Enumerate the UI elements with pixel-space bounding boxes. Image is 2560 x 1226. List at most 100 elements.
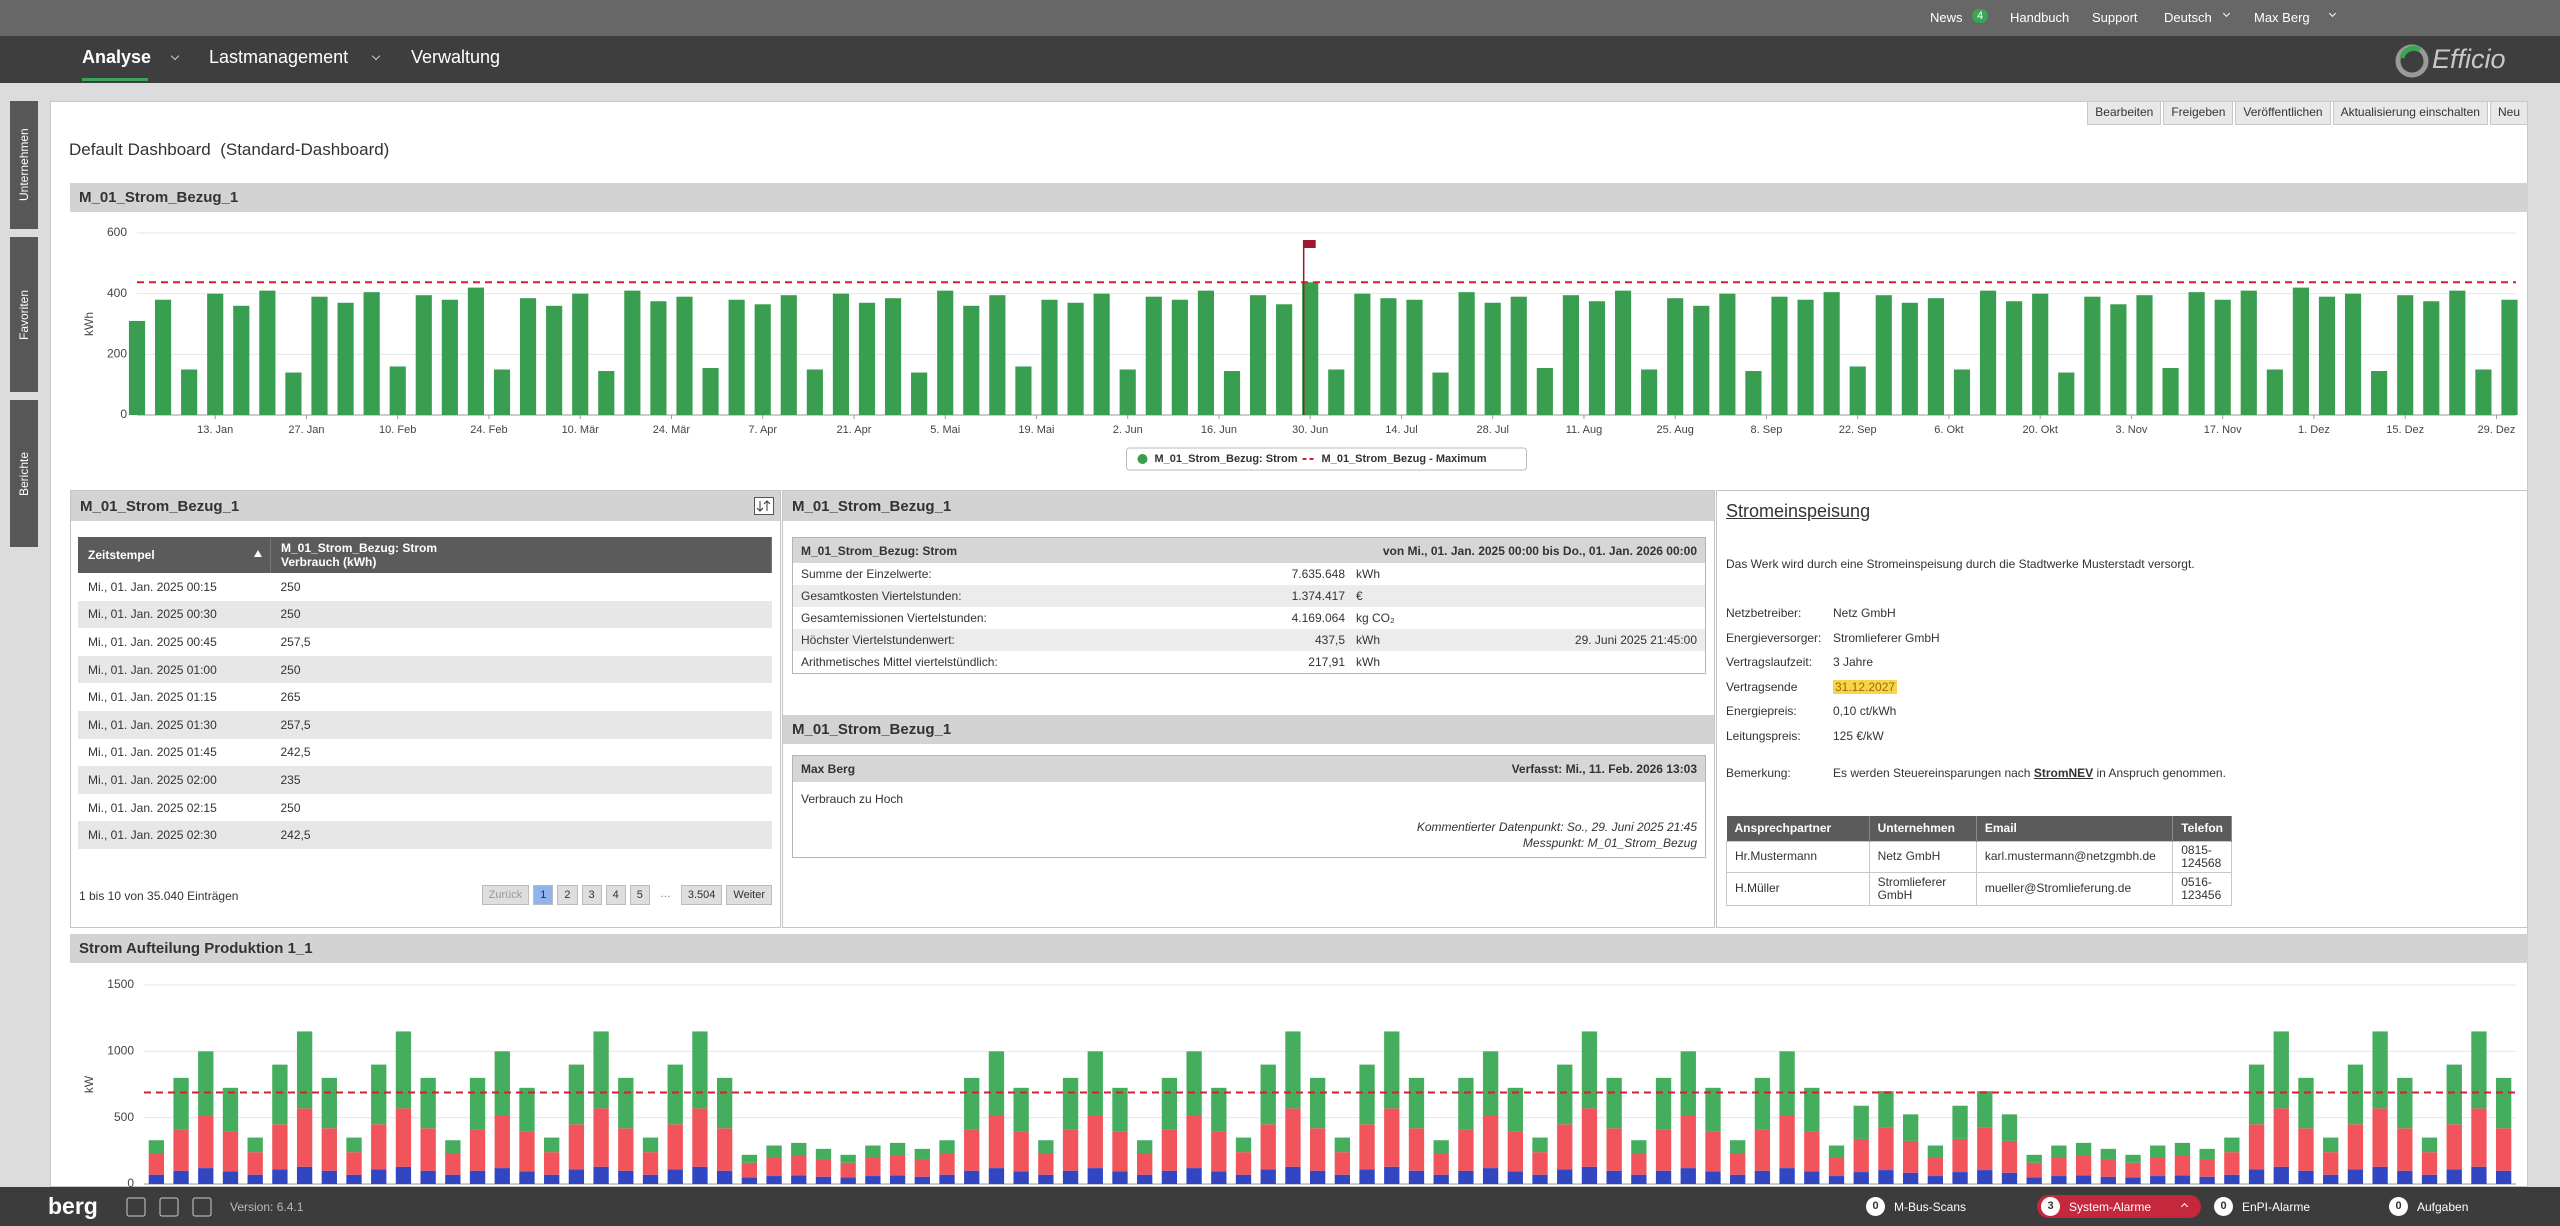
stats-unit: € <box>1356 589 1363 603</box>
toolbar-button[interactable]: Neu <box>2489 101 2528 125</box>
bar <box>1408 1077 1425 1129</box>
bar <box>1161 1077 1178 1130</box>
bar <box>1507 1131 1523 1172</box>
legend-label: M_01_Strom_Bezug - Maximum <box>1322 453 1487 465</box>
toolbar-button[interactable]: Aktualisierung einschalten <box>2332 101 2488 125</box>
badge-label[interactable]: Aufgaben <box>2417 1200 2469 1214</box>
bar <box>2150 1145 2166 1158</box>
bar <box>1631 1174 1647 1184</box>
bar <box>441 299 458 415</box>
bar <box>2446 1064 2462 1125</box>
sidebar-tab[interactable]: Berichte <box>10 400 38 547</box>
page-button[interactable]: 1 <box>533 885 554 905</box>
badge-label[interactable]: System-Alarme <box>2069 1200 2152 1214</box>
table-cell: 0516-123456 <box>2172 871 2232 906</box>
table-cell: 235 <box>280 772 301 787</box>
sidebar-tab[interactable]: Favoriten <box>10 237 38 392</box>
page-button[interactable]: 3 <box>581 885 602 905</box>
bar <box>1581 1031 1598 1109</box>
table-cell: 242,5 <box>280 745 311 760</box>
bar <box>806 369 823 415</box>
bar <box>1655 1170 1672 1184</box>
contacts-table: Ansprechpartner Unternehmen Email Telefon Hr… <box>1726 816 2232 906</box>
badge-count[interactable]: 0 <box>2214 1197 2233 1216</box>
social-icons[interactable] <box>126 1197 216 1217</box>
nav-link[interactable]: Lastmanagement <box>209 47 349 67</box>
icon-video[interactable] <box>192 1197 212 1217</box>
stats-label: Höchster Viertelstundenwert: <box>801 633 955 647</box>
field-label: Energieversorger: <box>1726 630 1822 645</box>
page-button[interactable]: Zurück <box>481 885 530 905</box>
top-link[interactable]: Support <box>2092 10 2138 25</box>
nav-link[interactable]: Verwaltung <box>411 47 501 67</box>
badge-count[interactable]: 0 <box>1866 1197 1885 1216</box>
comment-datapoint: Kommentierter Datenpunkt: So., 29. Juni … <box>1416 820 1697 834</box>
y-axis-label: kWh <box>82 312 96 336</box>
bar <box>832 293 850 415</box>
export-button[interactable] <box>754 497 774 515</box>
bar <box>618 1170 634 1184</box>
column-header[interactable]: Zeitstempel <box>78 537 271 573</box>
badge-count[interactable]: 0 <box>2389 1197 2408 1216</box>
bar <box>469 1170 486 1184</box>
page-button[interactable]: 3.504 <box>680 885 723 905</box>
bar <box>1359 1064 1375 1125</box>
bar <box>1309 1077 1326 1129</box>
bar <box>624 290 641 415</box>
y-tick-label: 1500 <box>107 977 134 991</box>
bar <box>2240 290 2257 415</box>
stats-value: 7.635.648 <box>1291 567 1345 581</box>
bar <box>963 305 980 415</box>
badge-count[interactable]: 3 <box>2041 1197 2060 1216</box>
toolbar-button[interactable]: Veröffentlichen <box>2235 101 2331 125</box>
top-link[interactable]: Handbuch <box>2010 10 2070 25</box>
column-header[interactable]: M_01_Strom_Bezug: Strom Verbrauch (kWh) <box>270 537 772 573</box>
toolbar-button[interactable]: Bearbeiten <box>2087 101 2162 125</box>
field-label: Vertragslaufzeit: <box>1726 655 1813 669</box>
bar <box>1484 302 1501 415</box>
remark-link[interactable]: StromNEV <box>2033 766 2094 780</box>
bar <box>964 1170 980 1184</box>
page-button[interactable]: 2 <box>557 885 578 905</box>
table-cell: Mi., 01. Jan. 2025 01:00 <box>88 662 217 677</box>
stats-value: 437,5 <box>1314 633 1345 647</box>
bar <box>363 292 380 415</box>
chart: 0 200 400 600 kWh 13. Jan 27. Jan 10. Feb 24. Fe… <box>82 225 2518 471</box>
page-button[interactable]: 4 <box>605 885 626 905</box>
icon-linkedin[interactable] <box>126 1197 146 1217</box>
news-badge: 4 <box>1972 9 1989 23</box>
bar <box>181 369 198 415</box>
sidebar-tab[interactable]: Unternehmen <box>10 101 38 229</box>
field-value: Stromlieferer GmbH <box>1833 630 1940 645</box>
data-table: Zeitstempel M_01_Strom_Bezug: Strom Verbra… <box>78 537 772 849</box>
top-link[interactable]: Deutsch <box>2164 10 2212 25</box>
stats-row: Gesamtemissionen Viertelstunden: 4.169.06… <box>793 607 1705 629</box>
page-button[interactable]: 5 <box>629 885 650 905</box>
bar <box>2125 1154 2141 1163</box>
table-row: Mi., 01. Jan. 2025 00:45 257,5 <box>78 628 772 656</box>
bar <box>395 1031 412 1109</box>
bar <box>1380 298 1397 415</box>
bar <box>222 1087 239 1132</box>
icon-youtube[interactable] <box>159 1197 179 1217</box>
bar <box>988 1115 1005 1169</box>
bar <box>1458 1077 1474 1130</box>
bar <box>914 1176 930 1184</box>
chevron <box>2222 9 2231 18</box>
badge-label[interactable]: EnPI-Alarme <box>2242 1200 2311 1214</box>
bar <box>1038 1153 1054 1175</box>
x-tick-label: 27. Jan <box>288 424 324 436</box>
bar <box>1507 1087 1523 1132</box>
bar <box>2100 1159 2116 1177</box>
badge-label[interactable]: M-Bus-Scans <box>1894 1200 1967 1214</box>
bar <box>346 1152 362 1175</box>
nav-link[interactable]: Analyse <box>82 47 152 67</box>
table-cell: karl.mustermann@netzgmbh.de <box>1975 840 2174 873</box>
news-link[interactable]: News <box>1930 10 1963 25</box>
bar <box>1797 299 1814 415</box>
page-button[interactable]: Weiter <box>726 885 772 905</box>
bar <box>1536 367 1553 415</box>
top-link[interactable]: Max Berg <box>2254 10 2310 25</box>
table-cell: 250 <box>280 800 301 815</box>
toolbar-button[interactable]: Freigeben <box>2163 101 2234 125</box>
